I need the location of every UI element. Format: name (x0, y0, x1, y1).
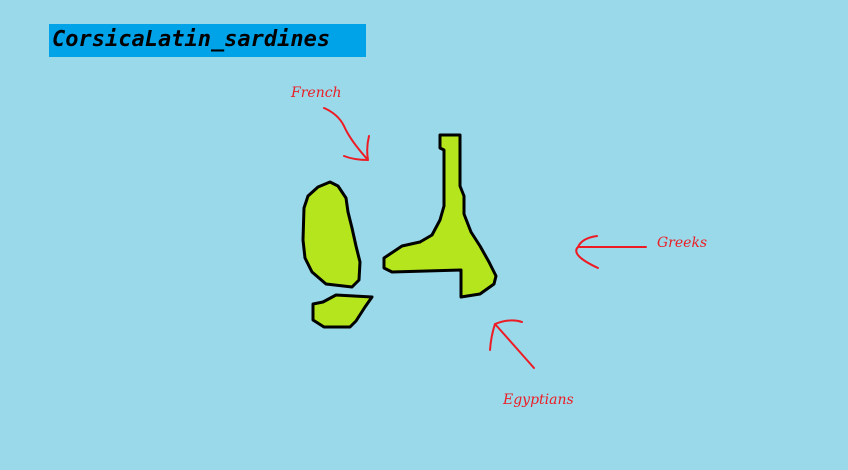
title-banner: CorsicaLatin_sardines (49, 24, 366, 57)
italy-mainland (382, 133, 498, 299)
sardinia-island (311, 293, 374, 329)
label-greeks: Greeks (657, 235, 708, 251)
label-french: French (291, 85, 342, 101)
egyptians-arrow (489, 319, 535, 369)
corsica-island (301, 180, 362, 289)
map-title: CorsicaLatin_sardines (52, 27, 331, 52)
french-arrow (323, 107, 370, 161)
greeks-arrow (575, 235, 647, 269)
label-egyptians: Egyptians (503, 392, 574, 408)
